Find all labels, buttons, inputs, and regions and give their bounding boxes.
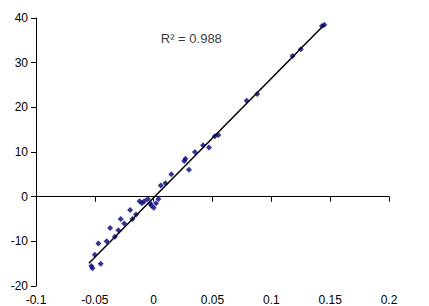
svg-text:-20: -20	[11, 279, 29, 293]
svg-text:0.15: 0.15	[318, 293, 342, 306]
svg-text:0.05: 0.05	[201, 293, 225, 306]
svg-text:0: 0	[21, 190, 28, 204]
svg-text:40: 40	[15, 11, 29, 25]
svg-text:20: 20	[15, 100, 29, 114]
svg-text:-0.05: -0.05	[81, 293, 109, 306]
svg-text:-10: -10	[11, 234, 29, 248]
svg-text:0.1: 0.1	[263, 293, 280, 306]
svg-text:0.2: 0.2	[381, 293, 398, 306]
svg-text:-0.1: -0.1	[26, 293, 47, 306]
svg-text:0: 0	[150, 293, 157, 306]
svg-text:10: 10	[15, 145, 29, 159]
svg-text:R² = 0.988: R² = 0.988	[161, 31, 222, 46]
svg-text:30: 30	[15, 56, 29, 70]
